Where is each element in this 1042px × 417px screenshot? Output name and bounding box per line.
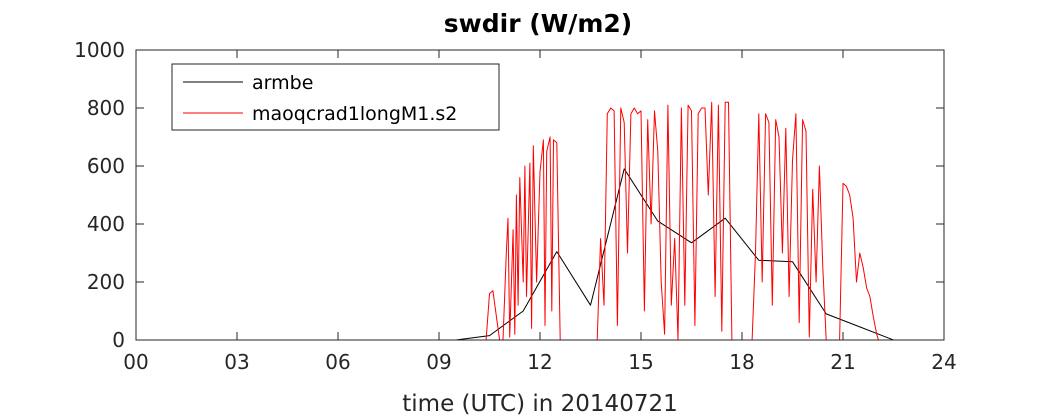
- y-tick-label: 1000: [74, 38, 125, 62]
- x-ticks: 00 03 06 09 12 15 18 21 24: [123, 50, 957, 374]
- x-tick-label: 06: [325, 350, 350, 374]
- legend-label-maoqcrad: maoqcrad1longM1.s2: [252, 103, 457, 125]
- series-line-maoqcrad1longM1-s2: [136, 101, 944, 341]
- y-tick-label: 600: [87, 154, 125, 178]
- y-tick-label: 400: [87, 212, 125, 236]
- y-tick-label: 200: [87, 270, 125, 294]
- x-tick-label: 18: [729, 350, 754, 374]
- x-tick-label: 24: [931, 350, 956, 374]
- y-ticks: 0 200 400 600 800 1000: [74, 38, 944, 352]
- x-tick-label: 15: [628, 350, 653, 374]
- y-tick-label: 800: [87, 96, 125, 120]
- series-line-armbe: [136, 168, 944, 341]
- legend-box: [171, 63, 500, 131]
- legend: armbe maoqcrad1longM1.s2: [171, 63, 500, 131]
- x-axis-label: time (UTC) in 20140721: [402, 391, 677, 417]
- legend-label-armbe: armbe: [252, 72, 313, 94]
- series-layer: [136, 101, 944, 341]
- x-tick-label: 21: [830, 350, 855, 374]
- x-tick-label: 12: [527, 350, 552, 374]
- x-tick-label: 00: [123, 350, 148, 374]
- chart-title: swdir (W/m2): [444, 9, 632, 38]
- y-tick-label: 0: [112, 328, 125, 352]
- x-tick-label: 09: [426, 350, 451, 374]
- x-tick-label: 03: [224, 350, 249, 374]
